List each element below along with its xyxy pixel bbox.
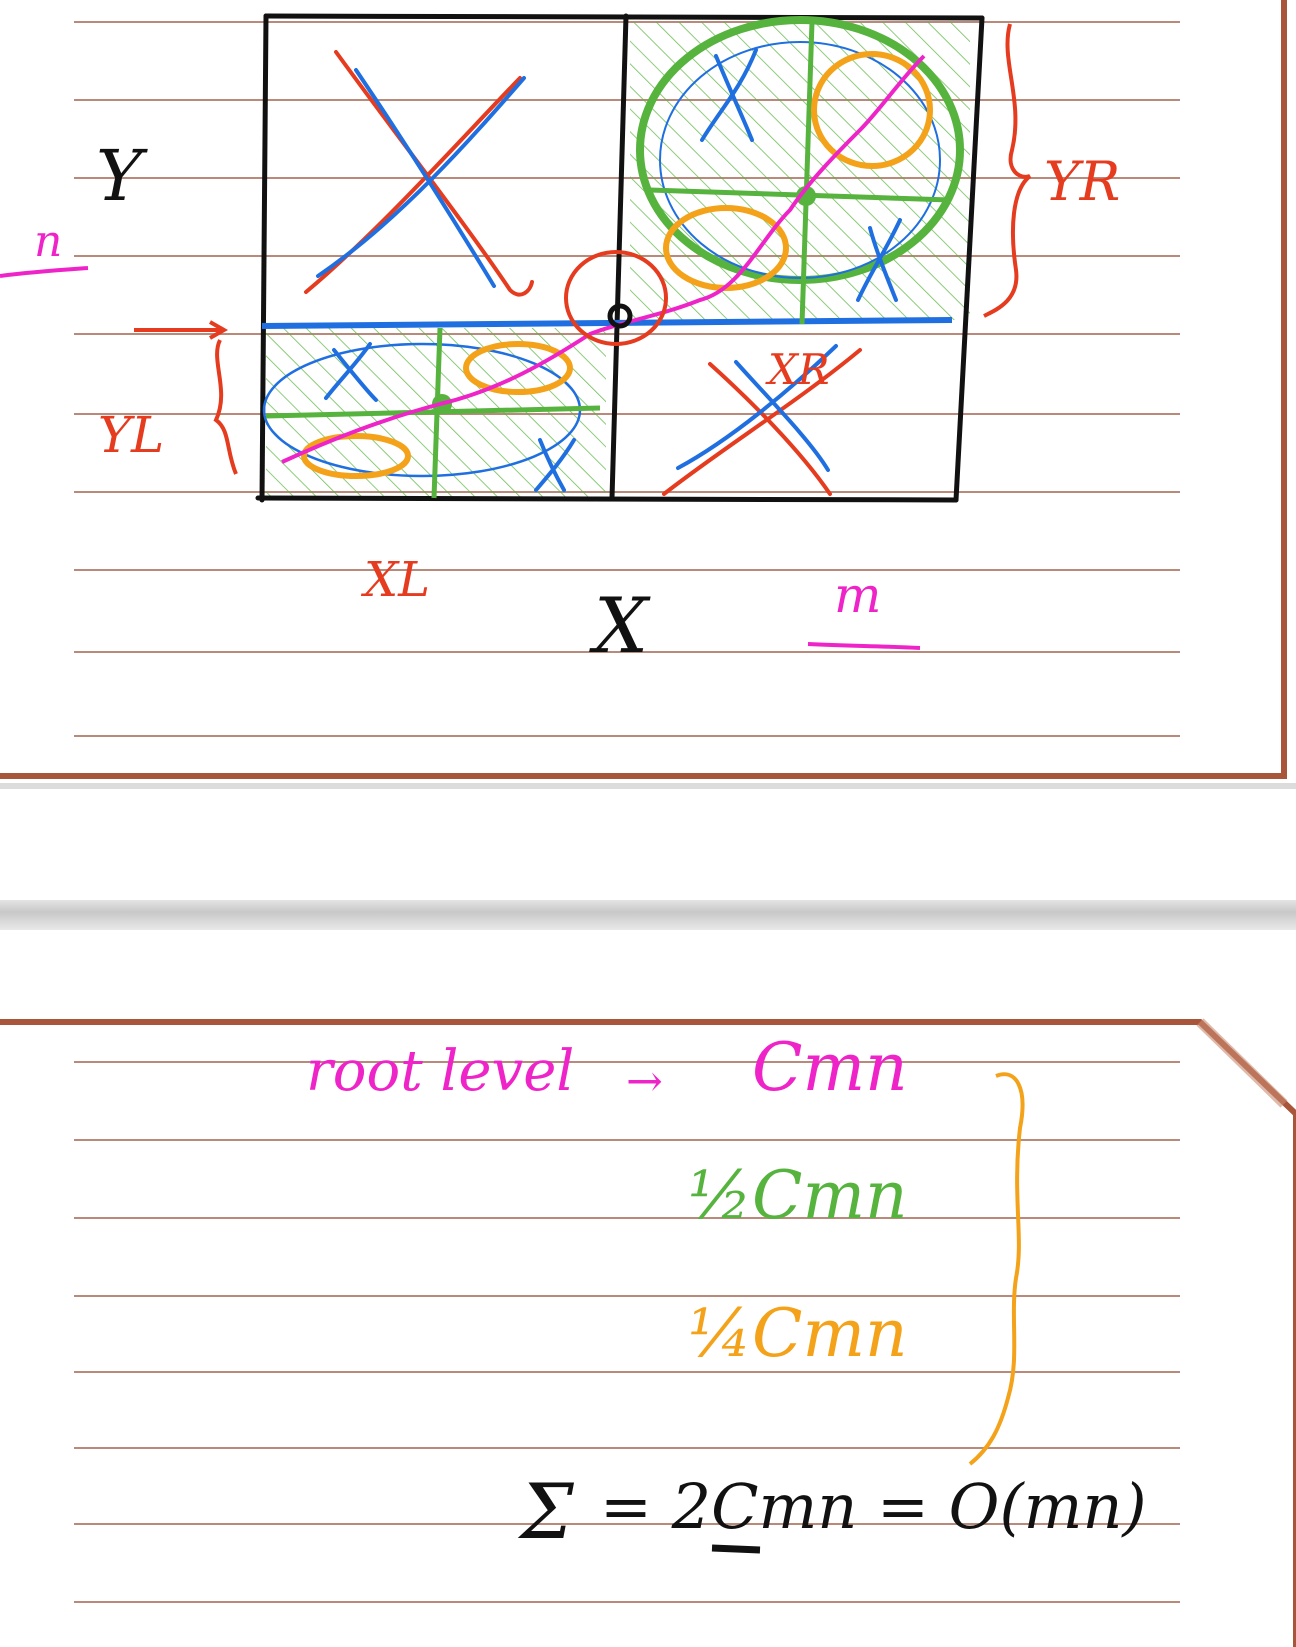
x-mark-upper-left: [304, 50, 534, 297]
split-point-circle: [564, 250, 668, 346]
grid-box: [255, 13, 985, 503]
recursive-region-right: [636, 16, 964, 325]
root-level-text: root level: [306, 1039, 574, 1104]
label-y: Y: [96, 135, 148, 217]
blue-midline: [261, 317, 953, 329]
label-x: X: [589, 581, 651, 670]
label-n: n: [34, 216, 62, 267]
underline-n: [0, 266, 89, 278]
recursive-region-left: [262, 327, 601, 499]
notebook-page-2: root level → Cmn ½Cmn ¼Cmn Σ = 2Cmn = O(…: [0, 1018, 1296, 1647]
page-separator: [0, 900, 1296, 930]
ruled-lines: [74, 21, 1180, 737]
root-level-arrow: →: [626, 1056, 663, 1107]
notebook-page-1: n Y YL XL X m YR XR: [0, 0, 1296, 790]
x-marks-upper-right: [700, 48, 902, 302]
split-point: [607, 303, 633, 329]
x-marks-lower-left: [324, 342, 576, 492]
label-yr: YR: [1044, 150, 1120, 213]
brace-yl: [213, 339, 238, 475]
cost-half: ½Cmn: [688, 1157, 908, 1234]
card-border-2: [0, 1019, 1296, 1647]
sum-symbol: Σ: [517, 1467, 575, 1556]
sum-expression: = 2Cmn = O(mn): [600, 1470, 1147, 1543]
ruled-lines-2: [74, 1061, 1180, 1603]
label-m: m: [834, 566, 881, 624]
cost-root: Cmn: [752, 1029, 908, 1106]
alignment-path: [281, 54, 926, 464]
yl-arrow: [134, 320, 229, 340]
label-yl: YL: [98, 406, 164, 464]
sum-brace: [968, 1072, 1025, 1466]
cost-quarter: ¼Cmn: [688, 1295, 908, 1372]
card-border: [0, 0, 1287, 779]
page-1-drawing: n Y YL XL X m YR XR: [0, 0, 1296, 789]
page-2-drawing: root level → Cmn ½Cmn ¼Cmn Σ = 2Cmn = O(…: [0, 1018, 1296, 1647]
x-mark-lower-right: [662, 344, 862, 496]
underline-m: [807, 642, 921, 650]
brace-yr: [983, 23, 1032, 318]
underline-two: [711, 1544, 761, 1554]
label-xl: XL: [360, 552, 430, 608]
label-xr: XR: [765, 345, 830, 394]
